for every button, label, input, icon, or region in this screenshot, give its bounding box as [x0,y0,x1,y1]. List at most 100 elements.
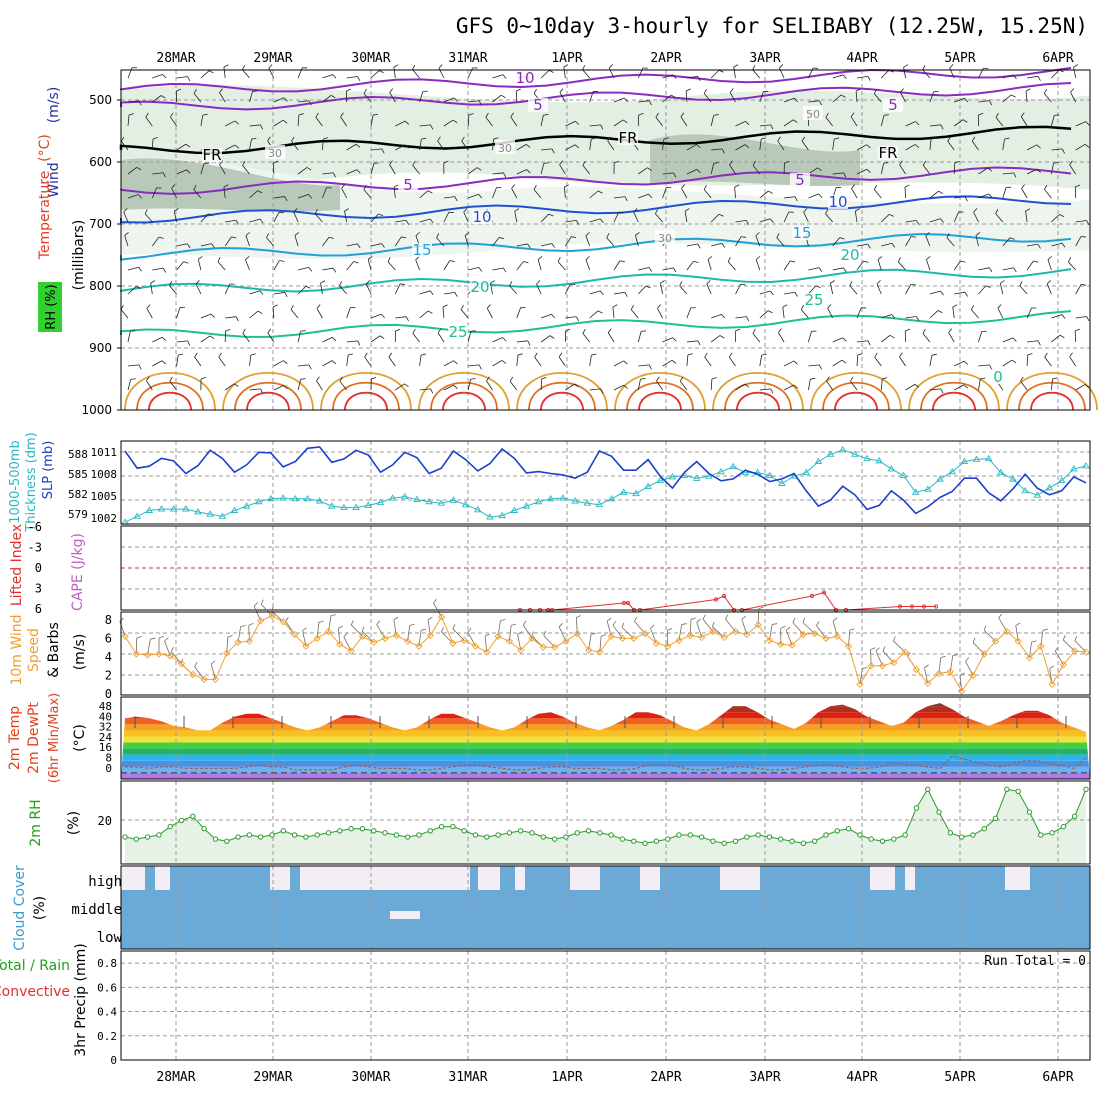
wind-barb [367,259,372,271]
wind-barb [249,124,261,127]
wind-barb [660,280,665,284]
wind-barb [273,260,280,271]
wind-speed-point [257,617,265,625]
wind-barb [1026,168,1038,175]
thickness-point [924,485,932,492]
surface-temperature-contour [516,371,608,411]
wind10m-axis-label-2: Speed [26,628,42,672]
wind-speed-point [290,630,299,639]
wind-barb [728,352,733,358]
wind-barb-10m [1015,622,1021,626]
wind-barb [1069,160,1073,166]
wind-barb [727,257,731,262]
wind-barb [744,144,750,149]
wind-unit-label: (m/s) [46,87,62,124]
wind-speed-point [924,679,932,687]
wind-barb [929,388,941,391]
wind-barb [225,120,236,127]
wind-barb [305,285,311,289]
wind-barb-10m [150,637,156,640]
wind-barb [478,364,482,370]
wind-barb [856,340,868,343]
wind-barb [209,335,215,340]
precip-tick-label: 0.6 [97,981,117,994]
wind-barb-10m [725,618,736,632]
wind-barb [930,137,937,140]
contour-label-bg [618,131,638,145]
thickness-point [814,457,823,465]
wind-barb-10m [849,628,855,631]
wind-barb [533,189,542,199]
thickness-point [997,468,1005,475]
wind-barb [803,208,808,213]
wind-barb [249,91,253,103]
wind-barb [735,328,741,332]
wind-barb [721,243,726,248]
wind-barb [575,120,580,125]
wind-barb [830,280,835,284]
wind-barb [283,385,288,390]
wind-barb [224,236,232,247]
wind-barb [1073,64,1078,68]
wind-barb [633,211,639,223]
wind-barb [995,112,999,118]
contour-label-bg [448,325,468,339]
wind-barb [322,139,324,151]
precip-total-label: Total / Rain [0,958,70,974]
wind-barb [769,218,774,223]
wind-barb [929,139,932,151]
precip-tick-label: 0.8 [97,957,117,970]
thickness-point [267,494,275,502]
wind-barb [1068,261,1076,271]
wind-barb [834,137,840,140]
wind-barb [987,167,993,172]
wind-barb [453,360,458,365]
wind-speed-point [709,627,717,636]
thickness-point [133,512,141,519]
wind-barb [534,356,542,367]
wind-barb [589,355,592,367]
wind-barb [332,172,337,178]
wind-barb [468,364,480,367]
wind-barb [876,280,881,285]
wind-barb [752,165,761,175]
wind-barb [571,236,577,239]
wind-barb [648,364,652,370]
thickness-point [449,496,458,503]
wind-barb-10m [271,610,284,623]
wind-barb [511,188,518,199]
wind-barb [768,190,773,194]
wind-barb [211,243,215,249]
wind-barb [235,316,239,322]
date-label-bottom: 6APR [1042,1070,1073,1085]
wind-barb [443,291,455,295]
wind-barb [703,93,712,103]
wind-barb [395,328,401,332]
wind-barb [1026,260,1034,271]
rh2m-point [1038,832,1044,838]
temperature-contour [119,125,1072,155]
wind-speed-point [302,642,310,650]
wind-barb [922,328,926,334]
wind-barb [866,168,871,173]
rh2m-point [461,828,467,834]
wind-barb [999,283,1004,295]
wind-barb-10m [792,622,804,635]
wind-barb [877,259,882,271]
wind-barb-10m [983,629,996,642]
wind-barb [832,237,841,247]
wind-barb [1051,242,1063,247]
wind-barb [533,184,537,190]
rh2m-point [235,834,241,840]
rh2m-point [766,834,773,840]
wind-barb [193,93,202,103]
wind-barb [121,136,125,142]
wind-barb [718,69,724,73]
wind-barb [412,333,420,343]
wind-barb [703,184,707,190]
wind-barb-10m [164,637,169,642]
wind-barb-10m [816,621,820,626]
thickness-point [1033,491,1042,498]
thickness-point [1057,476,1066,484]
wind-barb [704,352,708,358]
